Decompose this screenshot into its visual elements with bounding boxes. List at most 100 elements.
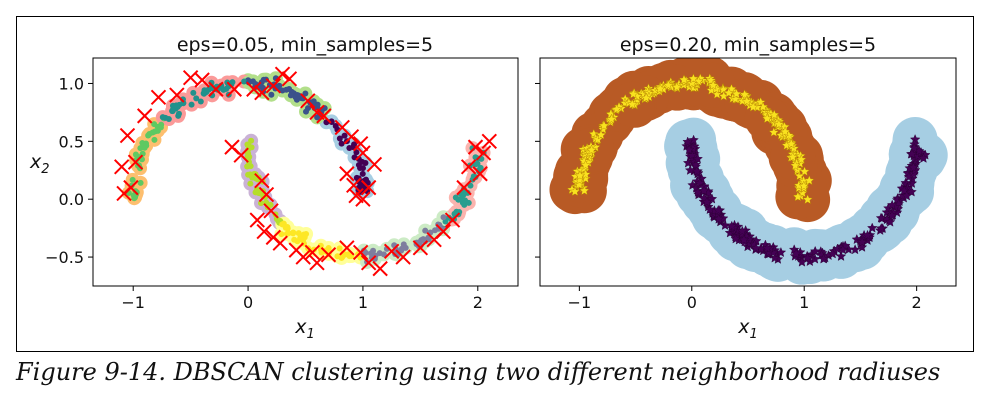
left-cluster-point: [314, 103, 321, 110]
left-anomaly-x: [467, 139, 484, 155]
left-cluster-point: [467, 182, 474, 189]
left-cluster-point: [295, 230, 302, 237]
left-y-ticks: 1.0 0.5 0.0 −0.5: [45, 74, 93, 267]
right-cluster-star: [827, 248, 838, 259]
right-cluster-star: [796, 256, 808, 267]
right-cluster-star: [690, 159, 701, 170]
left-cluster-point: [362, 249, 369, 256]
right-cluster-star: [762, 242, 773, 253]
left-cluster-point: [353, 149, 360, 156]
right-cluster-star: [698, 185, 710, 196]
right-cluster-star: [654, 83, 666, 94]
right-cluster-star: [737, 225, 748, 236]
left-cluster-point: [341, 132, 348, 139]
right-cluster-star: [574, 174, 585, 185]
left-cluster-point: [338, 254, 345, 261]
left-cluster-point: [458, 195, 465, 202]
right-x-axis-label: x1: [737, 316, 758, 342]
left-anomaly-x: [194, 72, 210, 88]
left-anomaly-x: [352, 244, 369, 261]
right-cluster-star: [707, 79, 719, 90]
right-cluster-star: [786, 138, 797, 149]
right-cluster-star: [809, 245, 821, 256]
left-anomaly-x: [272, 235, 288, 251]
left-axes-frame: [92, 57, 519, 287]
left-cluster-point: [268, 91, 275, 98]
left-anomaly-x: [481, 133, 497, 150]
left-anomaly-x: [444, 212, 461, 228]
left-anomaly-x: [456, 179, 472, 196]
right-cluster-star: [713, 204, 724, 215]
left-cluster-point: [137, 165, 144, 172]
right-cluster-star: [569, 186, 581, 197]
right-x-ticks: −1 0 1 2: [568, 286, 922, 312]
right-cluster-star: [787, 151, 798, 162]
left-anomaly-x: [320, 247, 337, 263]
right-cluster-star: [598, 120, 610, 131]
left-ytick-label: 0.5: [59, 132, 84, 151]
left-ytick-label: −0.5: [45, 248, 84, 267]
right-cluster-star: [886, 210, 898, 221]
left-cluster-point: [241, 78, 248, 85]
right-cluster-star: [678, 74, 690, 85]
left-anomaly-x: [226, 81, 242, 97]
right-cluster-star: [876, 222, 887, 233]
left-cluster-point: [145, 132, 152, 139]
left-anomaly-x: [246, 81, 262, 97]
right-cluster-star: [761, 113, 773, 124]
left-cluster-point: [465, 199, 472, 206]
right-cluster-star: [908, 162, 919, 173]
left-anomaly-x: [281, 71, 298, 87]
left-anomaly-x: [136, 108, 153, 124]
right-cluster-star: [884, 216, 896, 227]
left-cluster-point: [244, 163, 251, 170]
right-cluster-star: [726, 220, 737, 231]
left-cluster-point: [332, 122, 339, 129]
right-chart-title: eps=0.20, min_samples=5: [620, 34, 876, 56]
left-anomaly-x: [360, 255, 377, 271]
left-cluster-point: [294, 93, 301, 100]
left-cluster-point: [297, 234, 304, 241]
left-anomaly-x: [295, 249, 311, 265]
left-cluster-point: [336, 135, 343, 142]
left-cluster-point: [180, 100, 187, 107]
left-cluster-point: [149, 129, 156, 136]
left-x-ticks: −1 0 1 2: [121, 286, 483, 312]
left-anomaly-x: [208, 81, 224, 97]
left-anomaly-x: [169, 87, 185, 103]
left-cluster-point: [279, 221, 286, 228]
left-cluster-point: [229, 79, 236, 86]
right-cluster-star: [628, 88, 639, 99]
right-y-ticks: [535, 82, 540, 258]
right-cluster-star: [738, 234, 750, 245]
left-anomaly-x: [300, 93, 316, 109]
left-cluster-point: [247, 180, 254, 187]
left-anomaly-x: [254, 172, 270, 189]
left-cluster-point: [188, 101, 195, 108]
left-cluster-point: [399, 245, 406, 252]
left-anomaly-x: [472, 166, 488, 182]
left-anomaly-x: [460, 159, 477, 175]
right-xtick-label: 0: [687, 293, 697, 312]
left-anomaly-x: [352, 135, 369, 152]
right-cluster-star: [573, 179, 585, 190]
left-cluster-point: [336, 245, 343, 252]
right-cluster-star: [611, 103, 622, 114]
right-cluster-star: [804, 175, 815, 186]
right-cluster-star: [684, 164, 696, 175]
left-anomaly-x: [123, 179, 139, 196]
right-cluster-star: [802, 194, 813, 205]
left-cluster-point: [142, 140, 149, 147]
left-anomaly-x: [265, 78, 282, 94]
left-cluster-point: [287, 92, 294, 99]
right-cluster-star: [837, 244, 849, 255]
left-cluster-point: [290, 229, 297, 236]
right-cluster-points: [566, 73, 931, 267]
left-cluster-point: [129, 176, 136, 183]
left-cluster-point: [291, 236, 298, 243]
right-cluster-star: [886, 199, 898, 210]
left-xtick-label: 2: [473, 293, 483, 312]
left-cluster-point: [258, 83, 265, 90]
left-xtick-label: 1: [358, 293, 368, 312]
right-cluster-star: [901, 190, 912, 201]
